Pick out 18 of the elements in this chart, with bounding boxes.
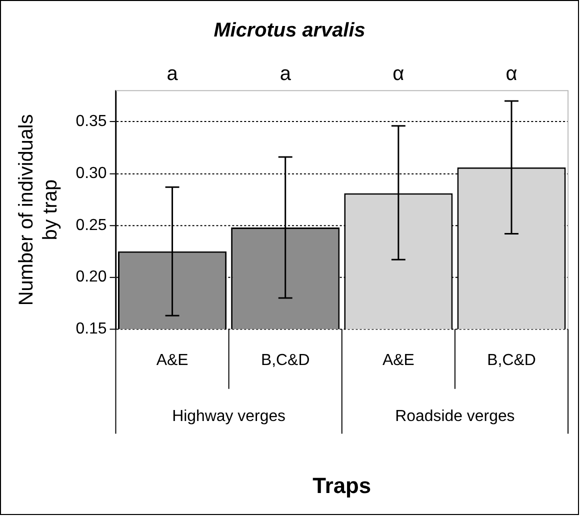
- chart-title: Microtus arvalis: [214, 19, 366, 42]
- x-tick-label: A&E: [382, 352, 414, 369]
- text: Roadside verges: [395, 408, 515, 426]
- text: α: [392, 63, 404, 86]
- y-tick-label: 0.20: [76, 268, 107, 286]
- y-tick-label: 0.30: [76, 164, 107, 182]
- text: a: [280, 63, 292, 86]
- x-axis-title: Traps: [312, 472, 372, 498]
- x-tick-label: A&E: [156, 352, 188, 369]
- x-tick-label: B,C&D: [487, 352, 536, 369]
- text: α: [506, 63, 518, 86]
- y-tick-label: 0.25: [76, 216, 107, 234]
- x-tick-label: B,C&D: [260, 352, 310, 369]
- y-axis-title: Number of individuals by trap: [15, 114, 62, 306]
- y-tick-label: 0.35: [76, 113, 107, 130]
- text: a: [166, 63, 179, 86]
- y-tick-label: 0.15: [76, 320, 107, 338]
- text: Highway verges: [172, 408, 286, 426]
